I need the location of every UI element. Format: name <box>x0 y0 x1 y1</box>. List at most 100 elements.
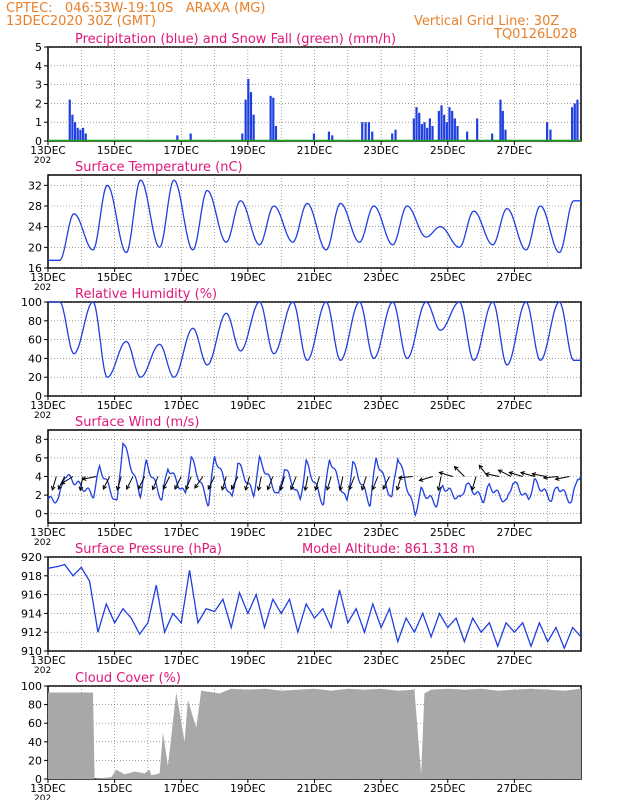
precip-bar <box>549 129 552 141</box>
pres-subtitle: Model Altitude: 861.318 m <box>302 542 475 557</box>
pres-xtick-label: 21DEC <box>297 655 332 667</box>
rh-xtick-label: 17DEC <box>164 400 199 412</box>
wind-arrow <box>532 473 547 477</box>
wind-arrow <box>60 476 74 485</box>
header-model-code: TQ0126L028 <box>494 27 578 42</box>
wind-arrow-head <box>266 485 272 491</box>
rh-ytick-label: 100 <box>21 296 42 309</box>
pres-xtick-label: 13DEC <box>30 655 65 667</box>
wind-arrow-head <box>256 486 262 492</box>
wind-arrow-head <box>395 485 401 491</box>
wind-arrow-head <box>290 485 295 491</box>
wind-arrow <box>185 476 192 490</box>
wind-arrow-head <box>60 480 66 485</box>
wind-arrow-head <box>314 485 319 491</box>
wind-arrow-head <box>453 465 459 471</box>
wind-ytick-label: 2 <box>35 489 42 502</box>
temp-xtick-label: 25DEC <box>430 272 465 284</box>
rh-year-label: 202 <box>34 411 51 421</box>
wind-arrow <box>485 473 500 477</box>
wind-arrow <box>82 476 97 480</box>
pres-xtick-label: 25DEC <box>430 655 465 667</box>
wind-xtick-label: 25DEC <box>430 527 465 539</box>
wind-arrow <box>152 476 159 490</box>
wind-arrow-head <box>382 485 387 490</box>
wind-xtick-label: 17DEC <box>164 527 199 539</box>
wind-arrow <box>290 476 297 490</box>
header-grid-line: Vertical Grid Line: 30Z <box>414 14 560 29</box>
cloud-ytick-label: 20 <box>28 754 42 767</box>
wind-arrow-head <box>126 485 131 490</box>
temp-ytick-label: 24 <box>28 221 42 234</box>
rh-xtick-label: 27DEC <box>497 400 532 412</box>
wind-arrow <box>419 476 433 482</box>
wind-ytick-label: 6 <box>35 452 42 465</box>
rh-ytick-label: 80 <box>28 315 42 328</box>
pres-xtick-label: 23DEC <box>363 655 398 667</box>
cloud-xtick-label: 17DEC <box>164 783 199 795</box>
precip-bar <box>364 122 367 141</box>
wind-xtick-label: 27DEC <box>497 527 532 539</box>
temp-year-label: 202 <box>34 283 51 293</box>
precip-bar <box>327 131 331 141</box>
precip-bar <box>189 133 192 141</box>
wind-arrow-head <box>230 485 236 490</box>
wind-arrow-head <box>348 485 353 491</box>
precip-ytick-label: 3 <box>35 79 42 92</box>
wind-arrow <box>304 476 309 491</box>
wind-arrow-head <box>397 475 403 480</box>
precip-bar <box>68 99 71 141</box>
temp-ytick-label: 28 <box>28 200 42 213</box>
wind-xtick-label: 21DEC <box>297 527 332 539</box>
wind-arrow-head <box>102 485 107 490</box>
wind-arrow <box>348 476 355 490</box>
wind-arrow <box>137 476 146 490</box>
precip-ytick-label: 5 <box>35 41 42 54</box>
wind-arrow-head <box>174 485 179 490</box>
wind-arrow <box>174 476 182 490</box>
rh-xtick-label: 21DEC <box>297 400 332 412</box>
wind-arrow-head <box>162 485 167 490</box>
temp-ytick-label: 16 <box>28 262 42 275</box>
rh-xtick-label: 25DEC <box>430 400 465 412</box>
precip-bar <box>573 103 576 141</box>
wind-xtick-label: 13DEC <box>30 527 65 539</box>
wind-arrow-head <box>470 485 476 491</box>
wind-series-line <box>47 441 582 518</box>
wind-xtick-label: 23DEC <box>363 527 398 539</box>
precip-bar <box>443 114 446 141</box>
wind-arrow-head <box>338 486 344 492</box>
precip-ytick-label: 4 <box>35 60 42 73</box>
pres-year-label: 202 <box>34 666 51 676</box>
wind-arrow <box>326 476 332 491</box>
wind-arrow <box>498 469 512 477</box>
wind-arrow <box>221 476 227 491</box>
temp-xtick-label: 13DEC <box>30 272 65 284</box>
precip-bar <box>71 114 74 141</box>
wind-arrow <box>194 476 204 489</box>
precip-xtick-label: 17DEC <box>164 145 199 157</box>
pres-ytick-label: 916 <box>21 589 42 602</box>
precip-bar <box>73 122 77 141</box>
wind-arrow-head <box>115 485 121 491</box>
wind-arrow <box>245 476 251 491</box>
precip-bar <box>269 95 272 141</box>
wind-arrow <box>51 476 57 491</box>
wind-arrow <box>231 476 239 490</box>
temp-ytick-label: 32 <box>28 179 42 192</box>
wind-arrow-head <box>418 477 424 482</box>
rh-axes-frame <box>47 301 582 397</box>
pressure-series-line <box>47 563 582 650</box>
cloud-ytick-label: 80 <box>28 699 42 712</box>
wind-arrow-head <box>325 485 331 491</box>
wind-arrow-head <box>78 486 84 492</box>
wind-arrow-head <box>279 485 284 491</box>
precip-bar <box>476 118 479 141</box>
pres-xtick-label: 19DEC <box>230 655 265 667</box>
precip-bar <box>249 92 253 141</box>
rh-title: Relative Humidity (%) <box>75 287 217 302</box>
wind-year-label: 202 <box>34 538 51 548</box>
precip-xtick-label: 21DEC <box>297 145 332 157</box>
wind-arrow <box>520 471 535 477</box>
